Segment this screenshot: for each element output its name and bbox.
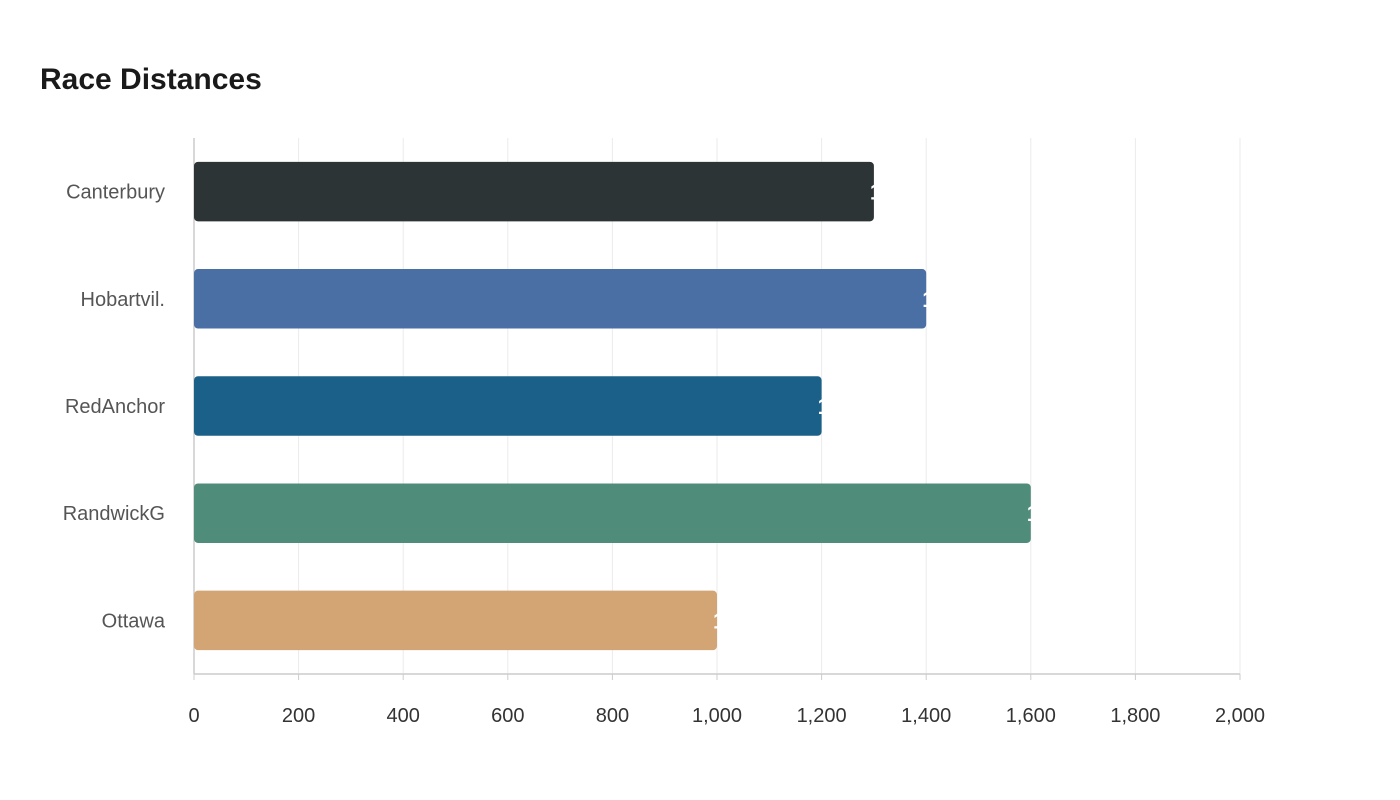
bar-ottawa <box>194 590 717 651</box>
bar-redanchor <box>194 376 822 436</box>
category-label-redanchor: RedAnchor <box>65 396 165 418</box>
x-tick-label-1: 200 <box>282 705 315 727</box>
x-tick-label-10: 2,000 <box>1215 705 1265 727</box>
x-tick-label-5: 1,000 <box>692 705 742 727</box>
x-tick-label-8: 1,600 <box>1006 705 1056 727</box>
bar-randwickg <box>194 483 1031 543</box>
bar-hobartvil <box>194 269 927 329</box>
data-label-ottawa: 1,000 <box>713 608 768 633</box>
category-label-ottawa: Ottawa <box>102 610 166 632</box>
chart-title: Race Distances <box>40 63 262 96</box>
x-tick-label-4: 800 <box>596 705 629 727</box>
x-tick-label-3: 600 <box>491 705 524 727</box>
data-label-hobartvil: 1,400 <box>922 287 977 312</box>
data-label-canterbury: 1,300 <box>870 180 925 205</box>
data-label-randwickg: 1,600 <box>1027 501 1082 526</box>
bar-canterbury <box>194 161 874 222</box>
x-tick-label-0: 0 <box>188 705 199 727</box>
category-label-hobartvil: Hobartvil. <box>81 289 165 311</box>
x-tick-label-2: 400 <box>387 705 420 727</box>
x-tick-label-9: 1,800 <box>1110 705 1160 727</box>
bars <box>194 161 1031 651</box>
axes: 0 200 400 600 800 1,000 1,200 1,400 1,600 1,800 2,… <box>188 138 1265 727</box>
x-tick-label-6: 1,200 <box>797 705 847 727</box>
category-label-randwickg: RandwickG <box>63 503 165 525</box>
x-tick-label-7: 1,400 <box>901 705 951 727</box>
category-label-canterbury: Canterbury <box>66 182 165 204</box>
data-label-redanchor: 1,200 <box>818 394 873 419</box>
